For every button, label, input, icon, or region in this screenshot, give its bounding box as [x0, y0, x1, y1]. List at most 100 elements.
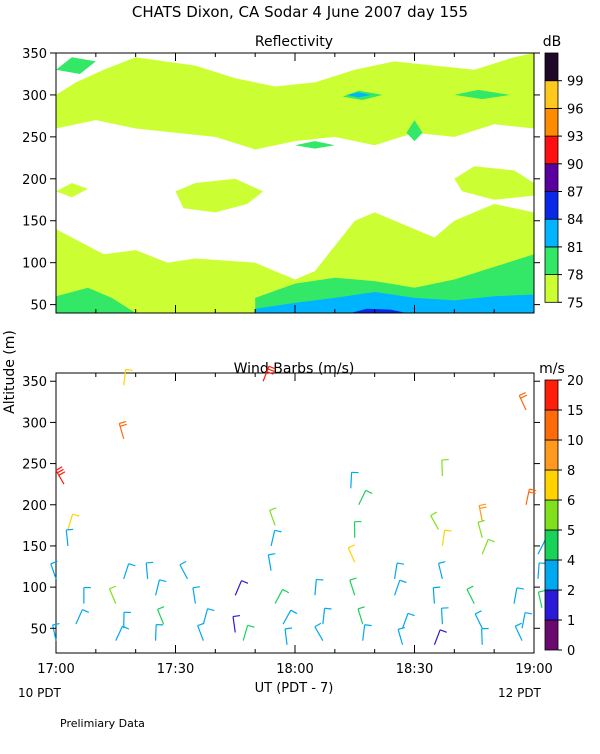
wind-barb	[433, 587, 440, 603]
wind-barb	[519, 393, 527, 410]
colorbar-cell	[545, 530, 558, 560]
echo-region-upper	[56, 53, 534, 150]
colorbar-label: 10	[567, 434, 584, 449]
wind-barbs	[51, 366, 552, 644]
wind-barb	[439, 562, 446, 579]
colorbar-cell	[545, 380, 558, 410]
colorbar-label: 78	[567, 269, 584, 284]
wind-barb	[315, 623, 323, 640]
colorbar-cell	[545, 192, 558, 220]
wind-barb	[442, 460, 449, 476]
wind-barb	[193, 587, 200, 604]
echo-region-left-mid	[56, 183, 88, 197]
colorbar-label: 87	[567, 186, 584, 201]
colorbar-label: 81	[567, 241, 584, 256]
wind-barb	[124, 369, 133, 385]
colorbar-label: 96	[567, 102, 584, 117]
wind-barb	[66, 529, 73, 546]
wind-barb	[56, 467, 65, 484]
colorbar-cell	[545, 590, 558, 620]
wind-barb	[395, 580, 407, 595]
wind-barb	[398, 627, 405, 644]
wind-barb	[158, 607, 164, 624]
colorbar-cell	[545, 81, 558, 109]
wind-barb	[119, 422, 127, 439]
y-tick-label: 350	[22, 375, 47, 390]
echo-patch-78-d	[295, 141, 335, 149]
wind-barb	[475, 611, 482, 628]
reflectivity-colorbar-unit: dB	[543, 34, 562, 50]
wind-barb	[285, 628, 292, 645]
colorbar-cell	[545, 219, 558, 247]
colorbar-label: 4	[567, 554, 575, 569]
wind-barb	[442, 608, 449, 624]
wind-barb	[431, 512, 439, 529]
echo-region-mid-right	[454, 166, 534, 200]
wind-barb	[180, 561, 188, 578]
wind-barb	[522, 613, 532, 629]
wind-barb	[243, 625, 254, 640]
y-tick-label: 200	[22, 173, 47, 188]
preliminary-note: Prelimiary Data	[60, 717, 145, 730]
wind-barb	[203, 609, 214, 624]
wind-barb	[482, 629, 489, 645]
colorbar-label: 8	[567, 464, 575, 479]
y-tick-label: 50	[30, 299, 47, 314]
colorbar-label: 2	[567, 584, 575, 599]
wind-barb	[268, 554, 275, 571]
y-tick-label: 300	[22, 89, 47, 104]
x-tick-label: 19:00	[515, 662, 552, 677]
colorbar-label: 84	[567, 213, 584, 228]
wind-colorbar-unit: m/s	[539, 361, 565, 377]
wind-barb	[270, 508, 277, 525]
wind-barbs-frame	[56, 373, 534, 653]
wind-barb	[156, 580, 167, 596]
wind-barb	[84, 588, 91, 604]
colorbar-label: 15	[567, 404, 584, 419]
start-local-time: 10 PDT	[18, 686, 62, 700]
wind-barb	[538, 591, 545, 608]
end-local-time: 12 PDT	[498, 686, 542, 700]
wind-barb	[515, 623, 522, 640]
colorbar-cell	[545, 620, 558, 650]
wind-barb	[350, 578, 357, 595]
y-tick-label: 200	[22, 499, 47, 514]
y-tick-label: 50	[30, 622, 47, 637]
colorbar-label: 0	[567, 644, 575, 659]
x-tick-label: 18:00	[276, 662, 313, 677]
y-tick-label: 250	[22, 458, 47, 473]
reflectivity-title: Reflectivity	[255, 34, 333, 50]
y-tick-label: 150	[22, 215, 47, 230]
wind-barb	[358, 607, 365, 624]
wind-barb	[146, 562, 153, 579]
wind-barb	[348, 545, 355, 562]
wind-barb	[283, 610, 297, 624]
colorbar-label: 1	[567, 614, 575, 629]
colorbar-label: 75	[567, 296, 584, 311]
colorbar-label: 20	[567, 374, 584, 389]
colorbar-cell	[545, 560, 558, 590]
y-tick-label: 100	[22, 581, 47, 596]
x-axis-label: UT (PDT - 7)	[255, 681, 334, 696]
colorbar-cell	[545, 247, 558, 275]
colorbar-cell	[545, 108, 558, 136]
wind-barb	[315, 579, 323, 595]
echo-patch-78-top	[56, 57, 96, 74]
y-tick-label: 150	[22, 540, 47, 555]
x-tick-label: 17:00	[37, 662, 74, 677]
colorbar-cell	[545, 440, 558, 470]
x-tick-label: 17:30	[157, 662, 194, 677]
colorbar-cell	[545, 275, 558, 303]
y-tick-label: 250	[22, 131, 47, 146]
altitude-axis-label: Altitude (m)	[2, 330, 18, 414]
wind-barb	[442, 530, 451, 546]
wind-barb	[434, 630, 446, 645]
wind-barb	[526, 489, 536, 505]
wind-barb	[68, 514, 79, 529]
wind-barb	[76, 610, 89, 625]
